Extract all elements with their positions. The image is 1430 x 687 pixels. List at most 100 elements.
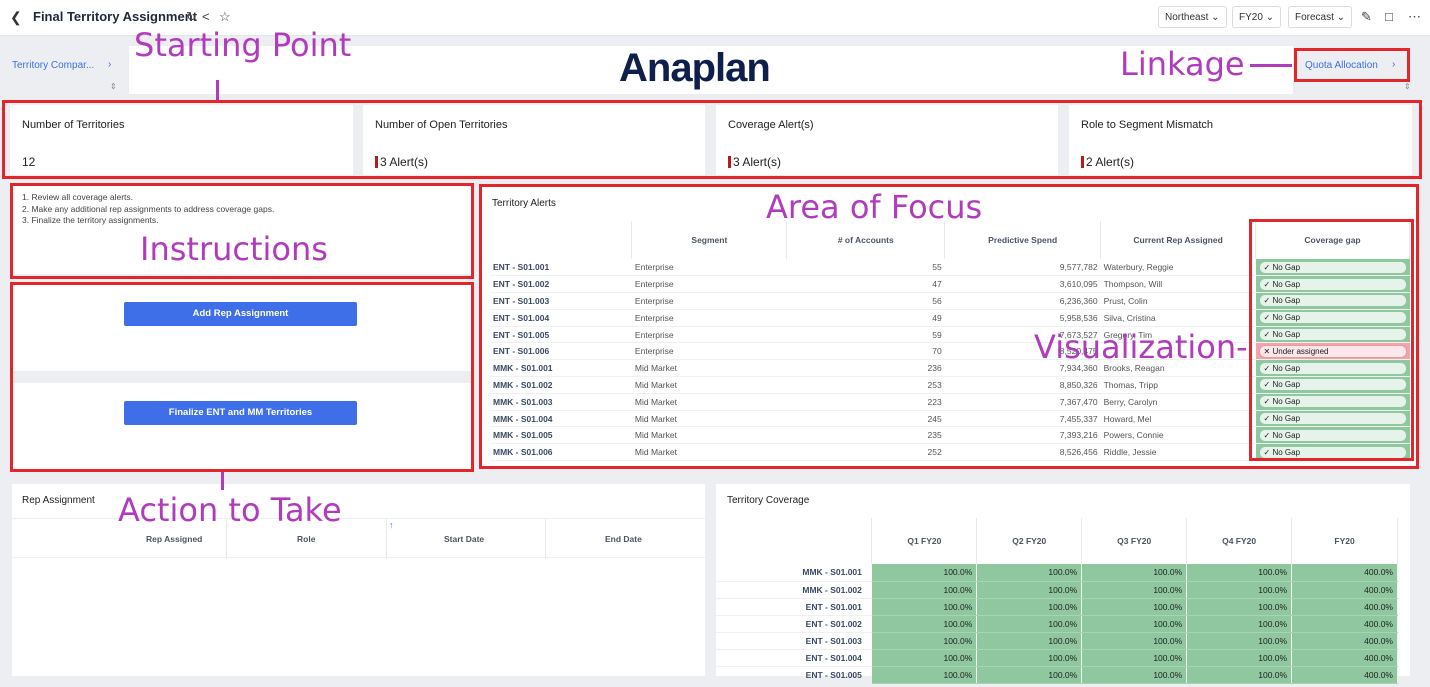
coverage-gap-cell: ✓ No Gap — [1255, 309, 1410, 327]
column-header[interactable]: Coverage gap — [1255, 221, 1410, 259]
territory-code-cell: ENT - S01.002 — [716, 615, 872, 633]
territory-code-cell: ENT - S01.003 — [716, 632, 872, 650]
coverage-value-cell: 400.0% — [1291, 581, 1398, 599]
accounts-cell: 253 — [786, 376, 945, 394]
table-row[interactable]: MMK - S01.004 Mid Market 245 7,455,337 Howar… — [490, 410, 1410, 428]
no-gap-badge: ✓ No Gap — [1258, 260, 1407, 274]
rep-cell: Thomas, Tripp — [1100, 376, 1256, 394]
table-row[interactable]: MMK - S01.006 Mid Market 252 8,526,456 Riddl… — [490, 443, 1410, 462]
coverage-gap-cell: ✓ No Gap — [1255, 393, 1410, 411]
table-row[interactable]: ENT - S01.001 100.0% 100.0% 100.0% 100.0% 400… — [716, 598, 1398, 616]
table-row[interactable]: ENT - S01.004 Enterprise 49 5,958,536 Silva,… — [490, 309, 1410, 327]
column-header[interactable]: Q2 FY20 — [976, 518, 1083, 564]
quota-allocation-link[interactable]: Quota Allocation — [1305, 60, 1378, 71]
table-row[interactable]: ENT - S01.006 Enterprise 70 8,520,475 ✕ Unde… — [490, 342, 1410, 361]
kpi-value: 12 — [22, 155, 36, 169]
coverage-value-cell: 100.0% — [976, 564, 1083, 582]
table-row[interactable]: ENT - S01.005 Enterprise 59 7,673,527 Gregor… — [490, 326, 1410, 344]
coverage-gap-cell: ✓ No Gap — [1255, 443, 1410, 462]
chevron-right-icon: › — [1392, 59, 1396, 70]
annotation-connector — [216, 80, 219, 100]
table-row[interactable]: MMK - S01.002 100.0% 100.0% 100.0% 100.0% 400… — [716, 581, 1398, 599]
year-dropdown[interactable]: FY20 ⌄ — [1232, 6, 1282, 28]
coverage-value-cell: 100.0% — [871, 666, 978, 684]
territory-coverage-card: Territory Coverage Q1 FY20 Q2 FY20 Q3 FY… — [716, 484, 1410, 684]
column-header[interactable]: Current Rep Assigned — [1100, 221, 1257, 259]
sort-up-icon[interactable]: ↑ — [389, 520, 394, 530]
coverage-value-cell: 100.0% — [1186, 564, 1293, 582]
divider — [545, 519, 546, 559]
kpi-card-coverage-alerts: Coverage Alert(s) 3 Alert(s) — [716, 105, 1058, 175]
table-row[interactable]: ENT - S01.002 Enterprise 47 3,610,095 Thomps… — [490, 275, 1410, 294]
territory-code-cell: ENT - S01.004 — [716, 649, 872, 667]
rep-assignment-header: Rep Assigned Role ↑ Start Date End Date — [12, 518, 705, 559]
column-header[interactable]: Rep Assigned — [146, 534, 203, 544]
star-icon[interactable]: ☆ — [219, 9, 231, 24]
table-row[interactable]: MMK - S01.001 100.0% 100.0% 100.0% 100.0% 400… — [716, 564, 1398, 582]
resize-icon[interactable]: ⇕ — [110, 82, 117, 91]
comment-icon[interactable]: □ — [1385, 9, 1393, 24]
table-row[interactable]: ENT - S01.004 100.0% 100.0% 100.0% 100.0% 400… — [716, 649, 1398, 667]
table-row[interactable]: ENT - S01.005 100.0% 100.0% 100.0% 100.0% 400… — [716, 666, 1398, 684]
column-header[interactable]: Q3 FY20 — [1081, 518, 1188, 564]
territory-alerts-card: Territory Alerts Segment # of Accounts P… — [482, 186, 1417, 466]
column-header[interactable]: Q1 FY20 — [871, 518, 978, 564]
territory-code-cell: MMK - S01.003 — [490, 393, 632, 411]
column-header[interactable]: FY20 — [1291, 518, 1398, 564]
column-header[interactable]: Segment — [631, 221, 788, 259]
column-header[interactable]: Start Date — [444, 534, 485, 544]
accounts-cell: 47 — [786, 275, 945, 294]
territory-coverage-title: Territory Coverage — [727, 495, 810, 506]
coverage-gap-cell: ✓ No Gap — [1255, 275, 1410, 294]
column-header[interactable]: Q4 FY20 — [1186, 518, 1293, 564]
divider — [386, 519, 387, 559]
no-gap-badge: ✓ No Gap — [1258, 395, 1407, 409]
table-row[interactable]: ENT - S01.001 Enterprise 55 9,577,782 Waterb… — [490, 259, 1410, 277]
nav-left-card: Territory Compar... › ⇕ — [0, 46, 122, 94]
table-row[interactable]: ENT - S01.002 100.0% 100.0% 100.0% 100.0% 400… — [716, 615, 1398, 633]
territory-code-cell: ENT - S01.001 — [716, 598, 872, 616]
edit-icon[interactable]: ✎ — [1361, 9, 1372, 24]
kpi-title: Coverage Alert(s) — [728, 119, 814, 131]
instructions-annotation: Instructions — [140, 230, 328, 268]
add-rep-assignment-button[interactable]: Add Rep Assignment — [124, 302, 357, 326]
more-icon[interactable]: ⋯ — [1408, 9, 1421, 24]
coverage-gap-cell: ✓ No Gap — [1255, 259, 1410, 277]
table-row[interactable]: MMK - S01.005 Mid Market 235 7,393,216 Power… — [490, 426, 1410, 445]
chevron-right-icon: › — [108, 59, 112, 70]
table-row[interactable]: MMK - S01.003 Mid Market 223 7,367,470 Berry… — [490, 393, 1410, 411]
coverage-value-cell: 100.0% — [1081, 581, 1188, 599]
accounts-cell: 235 — [786, 426, 945, 445]
action-to-take-annotation: Action to Take — [118, 491, 342, 529]
finalize-territories-button[interactable]: Finalize ENT and MM Territories — [124, 401, 357, 425]
column-header[interactable]: End Date — [605, 534, 642, 544]
sync-icon[interactable]: ↻ — [186, 9, 197, 24]
no-gap-badge: ✓ No Gap — [1258, 428, 1407, 442]
territory-code-cell: MMK - S01.005 — [490, 426, 632, 445]
predictive-spend-cell: 3,610,095 — [944, 275, 1101, 294]
kpi-title: Role to Segment Mismatch — [1081, 119, 1214, 131]
region-dropdown[interactable]: Northeast ⌄ — [1158, 6, 1227, 28]
version-dropdown[interactable]: Forecast ⌄ — [1288, 6, 1353, 28]
resize-icon[interactable]: ⇕ — [1404, 82, 1411, 91]
coverage-value-cell: 400.0% — [1291, 632, 1398, 650]
rep-cell: Gregory, Tim — [1100, 326, 1256, 344]
table-row[interactable]: ENT - S01.003 Enterprise 56 6,236,360 Prust,… — [490, 292, 1410, 310]
column-header[interactable]: Predictive Spend — [944, 221, 1102, 259]
segment-cell: Enterprise — [631, 309, 787, 327]
territory-comparison-link[interactable]: Territory Compar... — [12, 60, 95, 71]
under-assigned-badge: ✕ Under assigned — [1258, 344, 1407, 358]
table-row[interactable]: MMK - S01.001 Mid Market 236 7,934,360 Brook… — [490, 359, 1410, 378]
back-icon[interactable]: ❮ — [10, 9, 22, 25]
table-row[interactable]: ENT - S01.003 100.0% 100.0% 100.0% 100.0% 400… — [716, 632, 1398, 650]
accounts-cell: 49 — [786, 309, 945, 327]
no-gap-badge: ✓ No Gap — [1258, 412, 1407, 426]
predictive-spend-cell: 8,526,456 — [944, 443, 1101, 462]
table-row[interactable]: MMK - S01.002 Mid Market 253 8,850,326 Thoma… — [490, 376, 1410, 394]
predictive-spend-cell: 7,934,360 — [944, 359, 1101, 378]
column-header[interactable]: Role — [297, 534, 316, 544]
column-header[interactable]: # of Accounts — [786, 221, 946, 259]
share-icon[interactable]: < — [202, 9, 210, 24]
no-gap-badge: ✓ No Gap — [1258, 277, 1407, 291]
coverage-gap-cell: ✓ No Gap — [1255, 326, 1410, 344]
